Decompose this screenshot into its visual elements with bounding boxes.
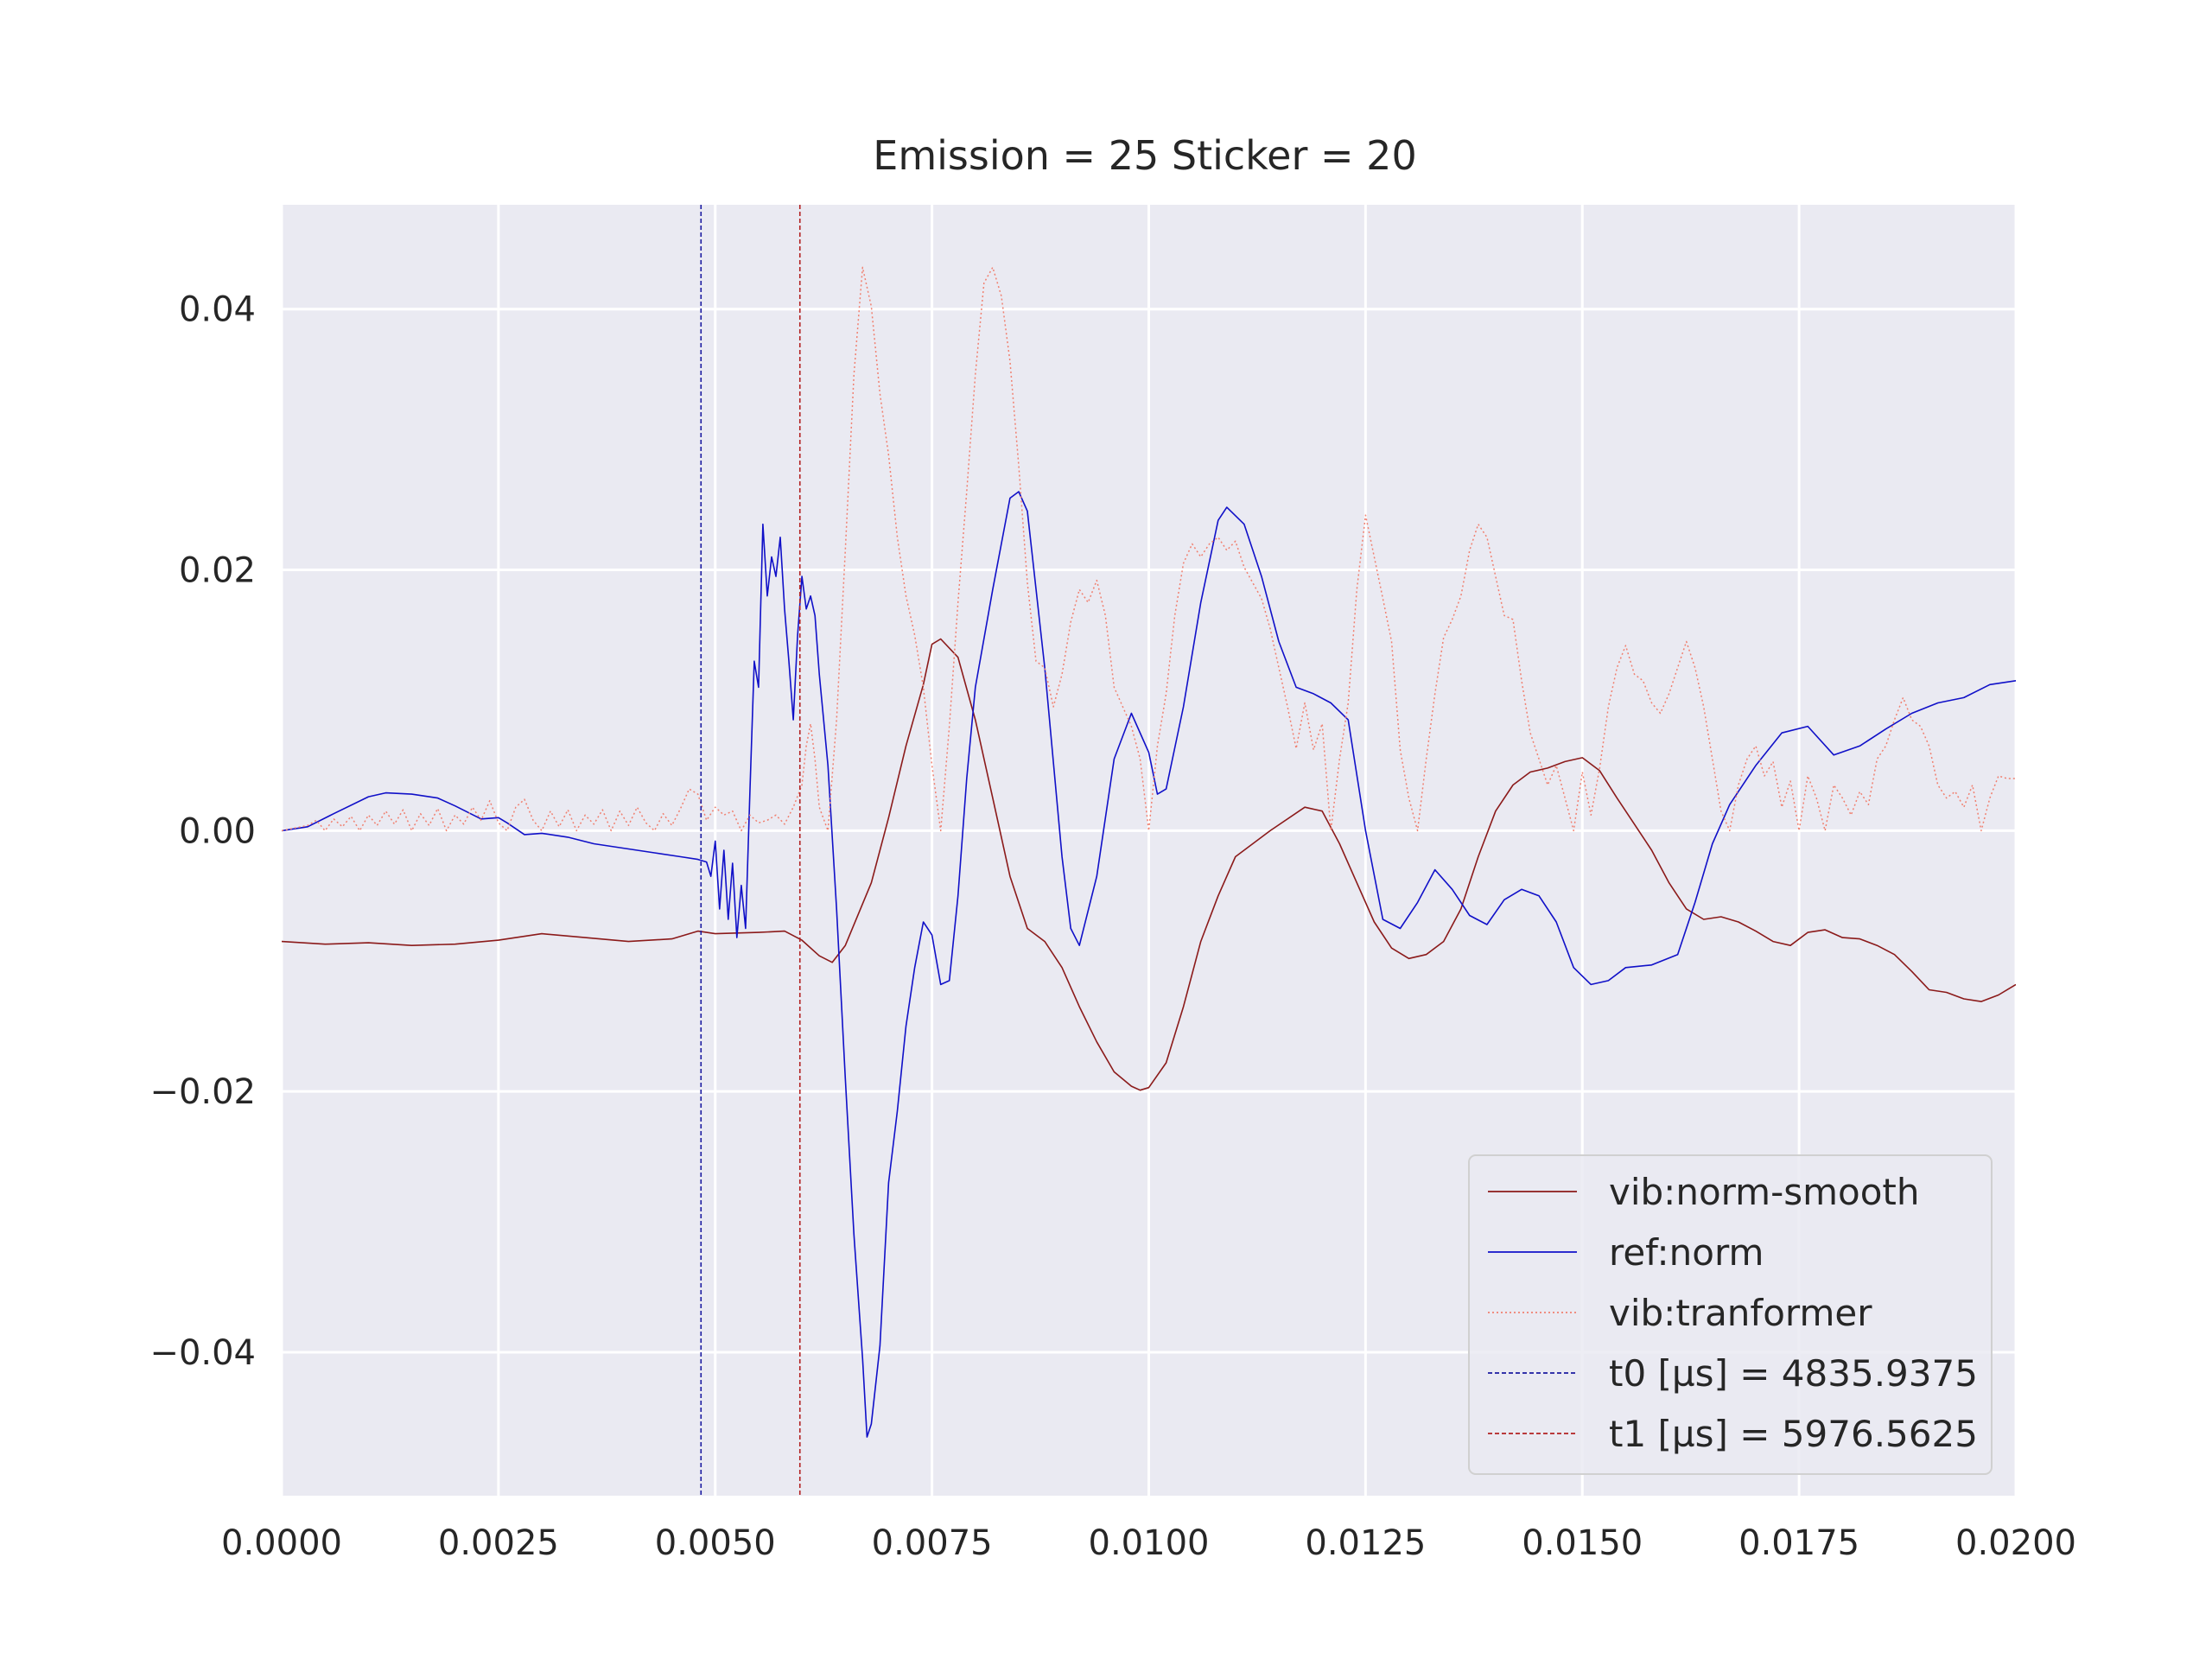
x-tick-label: 0.0100 [1089,1523,1210,1563]
series-line-vib-norm-smooth [282,638,2016,1091]
y-tick-label: 0.02 [179,551,256,591]
legend-label: vib:tranformer [1609,1292,1872,1334]
x-tick-label: 0.0025 [438,1523,559,1563]
series-line-ref-norm [282,491,2016,1438]
legend-label: vib:norm-smooth [1609,1171,1920,1213]
x-tick-label: 0.0125 [1305,1523,1426,1563]
chart-title: Emission = 25 Sticker = 20 [873,132,1416,179]
legend: vib:norm-smooth ref:norm vib:tranformer t0 … [1468,1154,1993,1475]
y-tick-label: 0.04 [179,290,256,330]
x-tick-label: 0.0050 [655,1523,776,1563]
x-tick-label: 0.0175 [1738,1523,1859,1563]
legend-box [1468,1154,1993,1475]
y-axis-ticks: −0.04 −0.02 0.00 0.02 0.04 [149,290,256,1373]
legend-label: t0 [µs] = 4835.9375 [1609,1352,1978,1395]
legend-label: t1 [µs] = 5976.5625 [1609,1413,1978,1455]
x-tick-label: 0.0150 [1522,1523,1643,1563]
series-line-vib-tranformer [282,266,2016,832]
x-tick-label: 0.0200 [1955,1523,2076,1563]
series-group [282,205,2016,1496]
y-tick-label: −0.04 [149,1333,256,1373]
plot-area [280,205,2018,1496]
legend-label: ref:norm [1609,1231,1764,1274]
x-tick-label: 0.0000 [221,1523,342,1563]
y-tick-label: −0.02 [149,1072,256,1112]
x-tick-label: 0.0075 [872,1523,993,1563]
x-axis-ticks: 0.0000 0.0025 0.0050 0.0075 0.0100 0.0125 0.01… [221,1523,2076,1563]
y-tick-label: 0.00 [179,811,256,851]
